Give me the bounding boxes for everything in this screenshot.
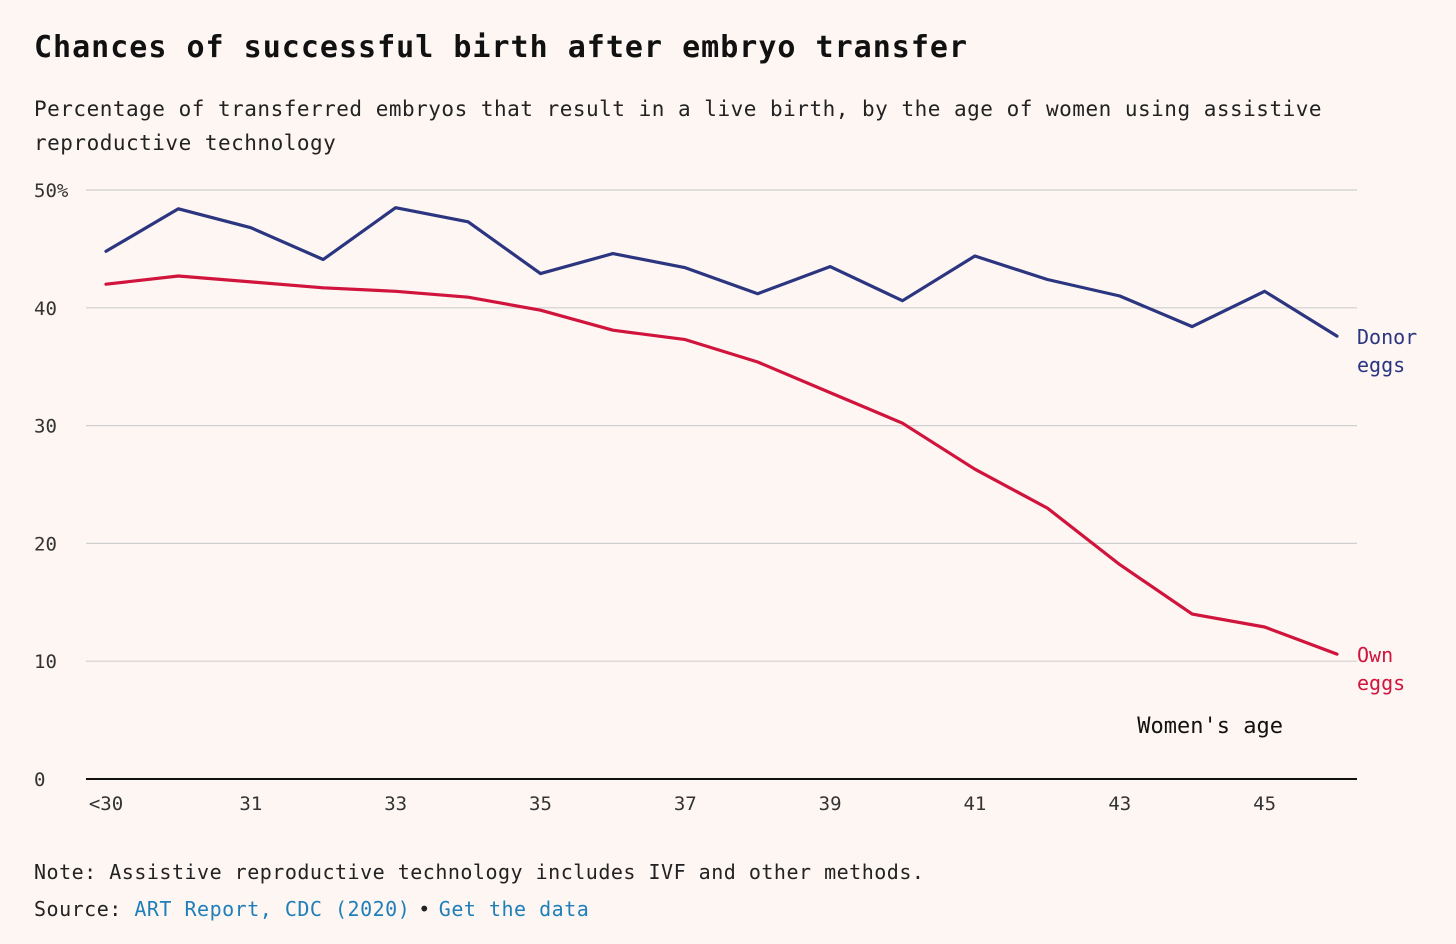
series-line [104,274,1339,656]
get-data-link[interactable]: Get the data [438,897,590,921]
y-tick-label: 40 [34,298,57,320]
source-prefix: Source: [34,897,122,921]
series-labels: Donor eggs Own eggs [1357,325,1417,695]
x-tick-label: 33 [384,793,407,815]
y-tick-labels: 0 10 20 30 40 50% [34,180,69,791]
x-tick-label: 43 [1108,793,1131,815]
series-label: eggs [1357,671,1405,695]
gridlines [86,189,1357,662]
x-tick-label: 39 [819,793,842,815]
x-tick-label: <30 [89,793,123,815]
chart-note: Note: Assistive reproductive technology … [34,860,925,884]
y-tick-label: 20 [34,533,57,555]
y-tick-label: 30 [34,416,57,438]
chart-subtitle: Percentage of transferred embryos that r… [34,97,1323,155]
source-separator: • [418,897,431,921]
series-line [104,206,1339,338]
x-tick-labels: <30 31 33 35 37 39 41 43 45 [89,793,1276,815]
y-tick-label: 0 [34,769,45,791]
x-tick-label: 45 [1253,793,1276,815]
y-tick-label: 10 [34,651,57,673]
x-axis-title: Women's age [1137,714,1283,739]
x-tick-label: 35 [529,793,552,815]
series-label: Own [1357,643,1393,667]
series-label: Donor [1357,325,1417,349]
chart-title: Chances of successful birth after embryo… [34,30,969,65]
x-tick-label: 37 [674,793,697,815]
x-tick-label: 41 [963,793,986,815]
x-tick-label: 31 [239,793,262,815]
series-lines [104,206,1339,656]
y-tick-label: 50% [34,180,69,202]
series-label: eggs [1357,353,1405,377]
chart-source: Source: ART Report, CDC (2020) • Get the d… [34,897,589,921]
source-link[interactable]: ART Report, CDC (2020) [134,897,411,921]
